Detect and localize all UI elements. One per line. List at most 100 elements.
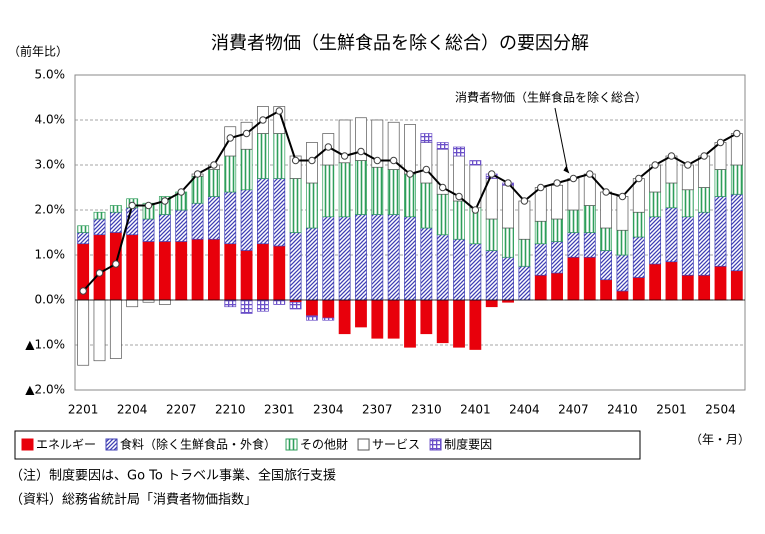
line-marker [471, 206, 480, 214]
bar-segment [453, 200, 465, 240]
line-marker [161, 197, 169, 205]
bar-segment [551, 184, 563, 220]
bar-segment [616, 196, 629, 231]
bar-segment [158, 241, 171, 301]
bar-segment [191, 238, 204, 301]
bar-segment [387, 214, 400, 301]
bar-segment [485, 299, 498, 308]
x-tick-label: 2210 [215, 403, 246, 417]
bar-segment [273, 299, 286, 305]
bar-segment [436, 299, 449, 344]
bar-segment [698, 274, 711, 301]
line-marker [357, 147, 365, 156]
bar-segment [502, 184, 514, 229]
bar-segment [355, 117, 367, 161]
legend-swatch [105, 438, 118, 451]
bar-segment [289, 301, 302, 310]
bar-segment [632, 211, 645, 238]
line-marker [700, 152, 708, 160]
bar-segment [485, 218, 498, 251]
bar-segment [436, 234, 449, 301]
x-tick-label: 2204 [117, 403, 148, 417]
x-tick-label: 2404 [509, 403, 540, 417]
bar-segment [289, 178, 302, 233]
x-tick-label: 2410 [607, 403, 638, 417]
line-marker [635, 174, 643, 183]
bar-segment [730, 193, 743, 272]
bar-segment [371, 214, 384, 301]
bar-segment [436, 142, 449, 150]
bar-segment [583, 205, 596, 233]
bar-segment [338, 299, 351, 335]
bar-segment [240, 250, 253, 301]
bar-segment [698, 187, 711, 213]
bar-segment [109, 205, 122, 213]
bar-segment [404, 299, 416, 348]
bar-segment [257, 178, 269, 245]
y-tick-label: ▲2.0% [25, 383, 65, 397]
bar-segment [404, 173, 416, 218]
line-marker [455, 192, 463, 201]
y-tick-label: 0.0% [35, 293, 66, 307]
bar-segment [240, 189, 253, 251]
bar-segment [534, 243, 547, 276]
bar-segment [714, 196, 727, 267]
bar-segment [257, 299, 269, 312]
x-tick-label: 2301 [264, 403, 295, 417]
bar-segment [534, 187, 547, 222]
bar-segment [240, 148, 253, 191]
x-tick-label: 2504 [705, 403, 736, 417]
line-marker [242, 129, 251, 138]
bar-segment [289, 232, 302, 301]
bar-segment [93, 211, 106, 220]
bar-segment [322, 317, 335, 321]
bar-segment [502, 227, 514, 258]
bar-segment [224, 243, 237, 301]
legend-label: エネルギー [36, 438, 96, 452]
legend-swatch [285, 438, 298, 451]
bar-segment [649, 263, 662, 301]
bar-segment [665, 207, 678, 263]
x-tick-label: 2501 [656, 403, 687, 417]
bar-segment [714, 265, 727, 301]
x-tick-label: 2310 [411, 403, 442, 417]
bar-segment [649, 191, 662, 218]
line-marker [79, 287, 87, 295]
bar-segment [158, 299, 171, 305]
y-tick-label: 2.0% [35, 203, 66, 217]
line-marker [733, 129, 741, 138]
bar-segment [632, 277, 645, 301]
bar-segment [142, 218, 155, 242]
bar-segment [322, 164, 335, 218]
line-marker [112, 260, 120, 268]
bar-segment [616, 229, 629, 256]
bar-segment [93, 218, 106, 236]
bar-segment [420, 142, 433, 184]
line-annotation: 消費者物価（生鮮食品を除く総合） [455, 90, 647, 105]
bar-segment [665, 182, 678, 209]
bar-segment [306, 299, 318, 317]
bar-segment [649, 216, 662, 265]
bar-segment [371, 299, 384, 339]
x-axis-label: （年・月） [690, 433, 750, 447]
x-tick-label: 2304 [313, 403, 344, 417]
bar-segment [207, 238, 220, 301]
bar-segment [126, 299, 139, 308]
bar-segment [600, 279, 613, 301]
bar-segment [583, 232, 596, 258]
x-tick-label: 2407 [558, 403, 589, 417]
legend-frame [14, 430, 641, 460]
line-marker [422, 165, 431, 174]
bar-segment [453, 238, 465, 301]
bar-segment [404, 124, 416, 175]
line-marker [373, 156, 382, 165]
bar-segment [518, 200, 531, 240]
bar-segment [681, 189, 694, 218]
bar-segment [77, 232, 90, 245]
bar-segment [273, 178, 286, 247]
bar-segment [534, 274, 547, 301]
bar-segment [387, 169, 400, 215]
bar-segment [681, 216, 694, 276]
bar-segment [338, 119, 351, 164]
